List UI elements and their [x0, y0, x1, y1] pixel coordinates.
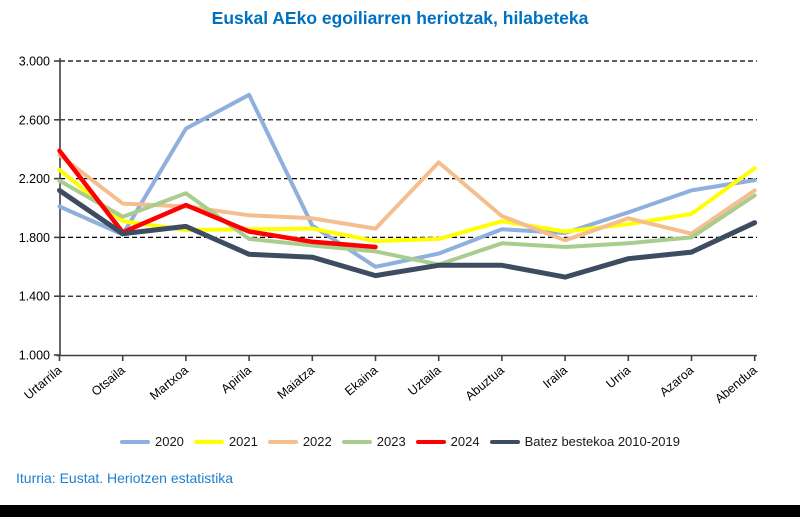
legend-label: 2021 — [228, 434, 258, 449]
series-line-2023 — [57, 178, 757, 267]
x-tick-label: Maiatza — [275, 363, 318, 402]
legend-swatch — [267, 439, 298, 444]
series-line-2022 — [57, 153, 757, 243]
legend-item-2021: 2021 — [193, 434, 258, 449]
x-tick-label: Urtarrila — [21, 363, 64, 402]
legend-label: 2023 — [376, 434, 406, 449]
x-tick-label: Urria — [603, 363, 633, 391]
legend-label: Batez bestekoa 2010-2019 — [524, 434, 680, 449]
y-tick-label: 1.800 — [19, 231, 50, 245]
series-line-batez-bestekoa-2010-2019 — [57, 187, 758, 280]
x-tick-label: Abendua — [712, 363, 759, 406]
y-tick-label: 3.000 — [19, 55, 50, 69]
x-tick-label: Ekaina — [342, 363, 380, 398]
legend-item-2020: 2020 — [119, 434, 184, 449]
legend-item-2023: 2023 — [341, 434, 406, 449]
y-tick-label: 1.000 — [19, 349, 50, 363]
legend-label: 2024 — [450, 434, 480, 449]
legend-swatch — [193, 439, 224, 444]
x-tick-label: Uztaila — [405, 363, 443, 398]
legend-item-2024: 2024 — [415, 434, 480, 449]
x-tick-label: Apirila — [218, 363, 254, 396]
legend-item-2022: 2022 — [267, 434, 332, 449]
y-tick-label: 2.200 — [19, 172, 50, 186]
x-tick-label: Otsaila — [89, 363, 128, 399]
chart-legend: 2020 2021 2022 2023 2024 Batez bestekoa 2010-… — [0, 434, 800, 449]
x-tick-label: Azaroa — [657, 363, 696, 399]
legend-swatch — [415, 439, 446, 444]
bottom-black-bar — [0, 505, 800, 517]
series-line-2020 — [57, 92, 757, 269]
chart-title: Euskal AEko egoiliarren heriotzak, hilab… — [211, 8, 589, 28]
legend-item-batez-bestekoa-2010-2019: Batez bestekoa 2010-2019 — [489, 434, 680, 449]
legend-swatch — [489, 439, 520, 444]
legend-label: 2020 — [154, 434, 184, 449]
legend-label: 2022 — [302, 434, 332, 449]
legend-swatch — [341, 439, 372, 444]
series-line-2024 — [57, 148, 378, 250]
legend-swatch — [119, 439, 150, 444]
source-note: Iturria: Eustat. Heriotzen estatistika — [16, 470, 234, 486]
x-tick-label: Abuztua — [463, 363, 507, 403]
y-tick-label: 1.400 — [19, 290, 50, 304]
x-tick-label: Iraila — [540, 363, 570, 391]
x-tick-label: Martxoa — [147, 363, 191, 403]
y-tick-label: 2.600 — [19, 113, 50, 127]
